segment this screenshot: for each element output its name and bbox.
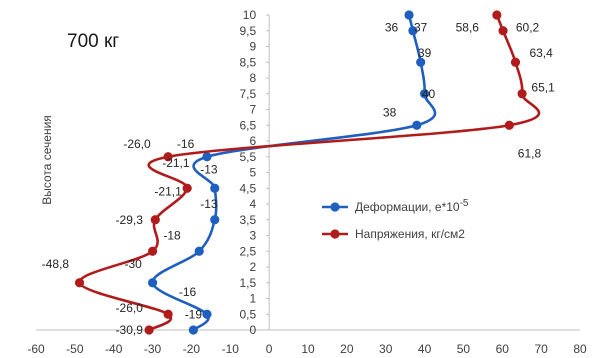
data-point-series-1	[210, 215, 220, 225]
y-tick-label: 3,5	[239, 213, 256, 227]
data-label-series-2: 60,2	[516, 21, 540, 35]
y-tick-label: 9	[249, 40, 256, 54]
y-tick-label: 1,5	[239, 276, 256, 290]
y-axis-title: Высота сечения	[40, 115, 54, 205]
x-tick-label: 0	[266, 342, 273, 356]
y-tick-label: 10	[243, 8, 257, 22]
data-label-series-1: -18	[163, 229, 181, 243]
data-point-series-2	[147, 246, 158, 256]
chart-title: 700 кг	[67, 31, 119, 52]
legend-marker-2	[330, 229, 340, 239]
y-tick-label: 8,5	[239, 55, 256, 69]
x-tick-label: 20	[340, 342, 354, 356]
data-point-series-1	[188, 325, 198, 335]
data-label-series-2: -48,8	[42, 257, 70, 271]
data-point-series-2	[74, 278, 85, 288]
data-label-series-2: -26,0	[116, 301, 144, 315]
data-point-series-1	[194, 246, 204, 256]
y-tick-label: 4,5	[239, 181, 256, 195]
data-point-series-2	[510, 57, 521, 67]
data-label-series-2: -29,3	[116, 213, 144, 227]
data-point-series-1	[412, 120, 422, 130]
y-tick-label: 5,5	[239, 150, 256, 164]
data-labels: -19-16-30-18-13-13-163840393736-30,9-26,…	[42, 21, 555, 337]
x-tick-label: -10	[222, 342, 240, 356]
x-tick-label: 40	[418, 342, 432, 356]
data-label-series-1: -30	[124, 257, 142, 271]
legend-label-1: Деформации, e*10-5	[355, 198, 469, 214]
data-label-series-2: -30,9	[116, 323, 144, 337]
y-tick-label: 0	[249, 323, 256, 337]
data-point-series-2	[163, 309, 173, 319]
legend-marker-1	[330, 202, 340, 212]
x-tick-label: 30	[379, 342, 393, 356]
x-tick-label: 50	[457, 342, 471, 356]
data-label-series-1: 39	[418, 46, 432, 60]
data-label-series-2: -21,1	[162, 156, 190, 170]
y-tick-label: 7	[249, 103, 256, 117]
axes: -60 -50 -40 -30 -20 -10 0 10 20 30 40 50 60 70 8000,51…	[27, 8, 587, 356]
data-label-series-1: -16	[177, 137, 195, 151]
y-tick-label: 7,5	[239, 87, 256, 101]
data-point-series-1	[210, 183, 220, 193]
data-point-series-1	[408, 26, 418, 36]
x-tick-label: -40	[105, 342, 123, 356]
data-label-series-1: 40	[422, 87, 436, 101]
data-label-series-2: 58,6	[456, 21, 480, 35]
data-point-series-2	[498, 26, 508, 36]
x-tick-label: 70	[534, 342, 548, 356]
series-line-1	[151, 14, 437, 332]
x-tick-label: -30	[144, 342, 162, 356]
x-tick-label: 60	[496, 342, 510, 356]
x-tick-label: -50	[66, 342, 84, 356]
y-tick-label: 2,5	[239, 244, 256, 258]
data-label-series-1: 36	[385, 21, 399, 35]
data-point-series-2	[182, 183, 192, 193]
data-point-series-1	[202, 309, 212, 319]
data-label-series-1: -13	[200, 197, 218, 211]
legend: Деформации, e*10-5 Напряжения, кг/см2	[322, 198, 469, 241]
y-tick-label: 4	[249, 197, 256, 211]
x-tick-label: 10	[301, 342, 315, 356]
y-tick-label: 5	[249, 166, 256, 180]
data-point-series-1	[147, 278, 158, 288]
x-tick-label: 80	[573, 342, 587, 356]
data-label-series-2: 61,8	[518, 147, 542, 161]
legend-label-superscript: -5	[460, 198, 469, 209]
data-label-series-2: -26,0	[123, 137, 151, 151]
data-point-series-2	[504, 120, 514, 130]
data-point-series-1	[202, 152, 212, 162]
data-point-series-2	[163, 152, 173, 162]
data-label-series-2: 63,4	[529, 46, 553, 60]
data-point-series-2	[492, 10, 502, 20]
y-tick-label: 8	[249, 71, 256, 85]
data-label-series-2: 65,1	[531, 80, 555, 94]
data-label-series-1: -13	[200, 162, 218, 176]
data-label-series-2: -21,1	[154, 184, 182, 198]
y-tick-label: 1	[249, 292, 256, 306]
data-point-series-2	[517, 89, 527, 99]
data-label-series-1: -16	[179, 285, 197, 299]
y-tick-label: 3	[249, 229, 256, 243]
data-point-series-1	[404, 10, 414, 20]
data-point-series-2	[150, 215, 160, 225]
y-tick-label: 6	[249, 134, 256, 148]
series-layer	[74, 10, 541, 335]
y-tick-label: 0,5	[239, 307, 256, 321]
data-label-series-1: -19	[185, 307, 203, 321]
data-point-series-2	[144, 325, 154, 335]
y-tick-label: 6,5	[239, 118, 256, 132]
x-tick-label: -60	[27, 342, 45, 356]
data-point-series-1	[419, 89, 430, 99]
y-tick-label: 2	[249, 260, 256, 274]
legend-label-2: Напряжения, кг/см2	[355, 227, 465, 241]
y-tick-label: 9,5	[239, 24, 256, 38]
data-point-series-1	[416, 57, 426, 67]
data-label-series-1: 37	[414, 21, 428, 35]
x-tick-label: -20	[183, 342, 201, 356]
data-label-series-1: 38	[383, 106, 397, 120]
